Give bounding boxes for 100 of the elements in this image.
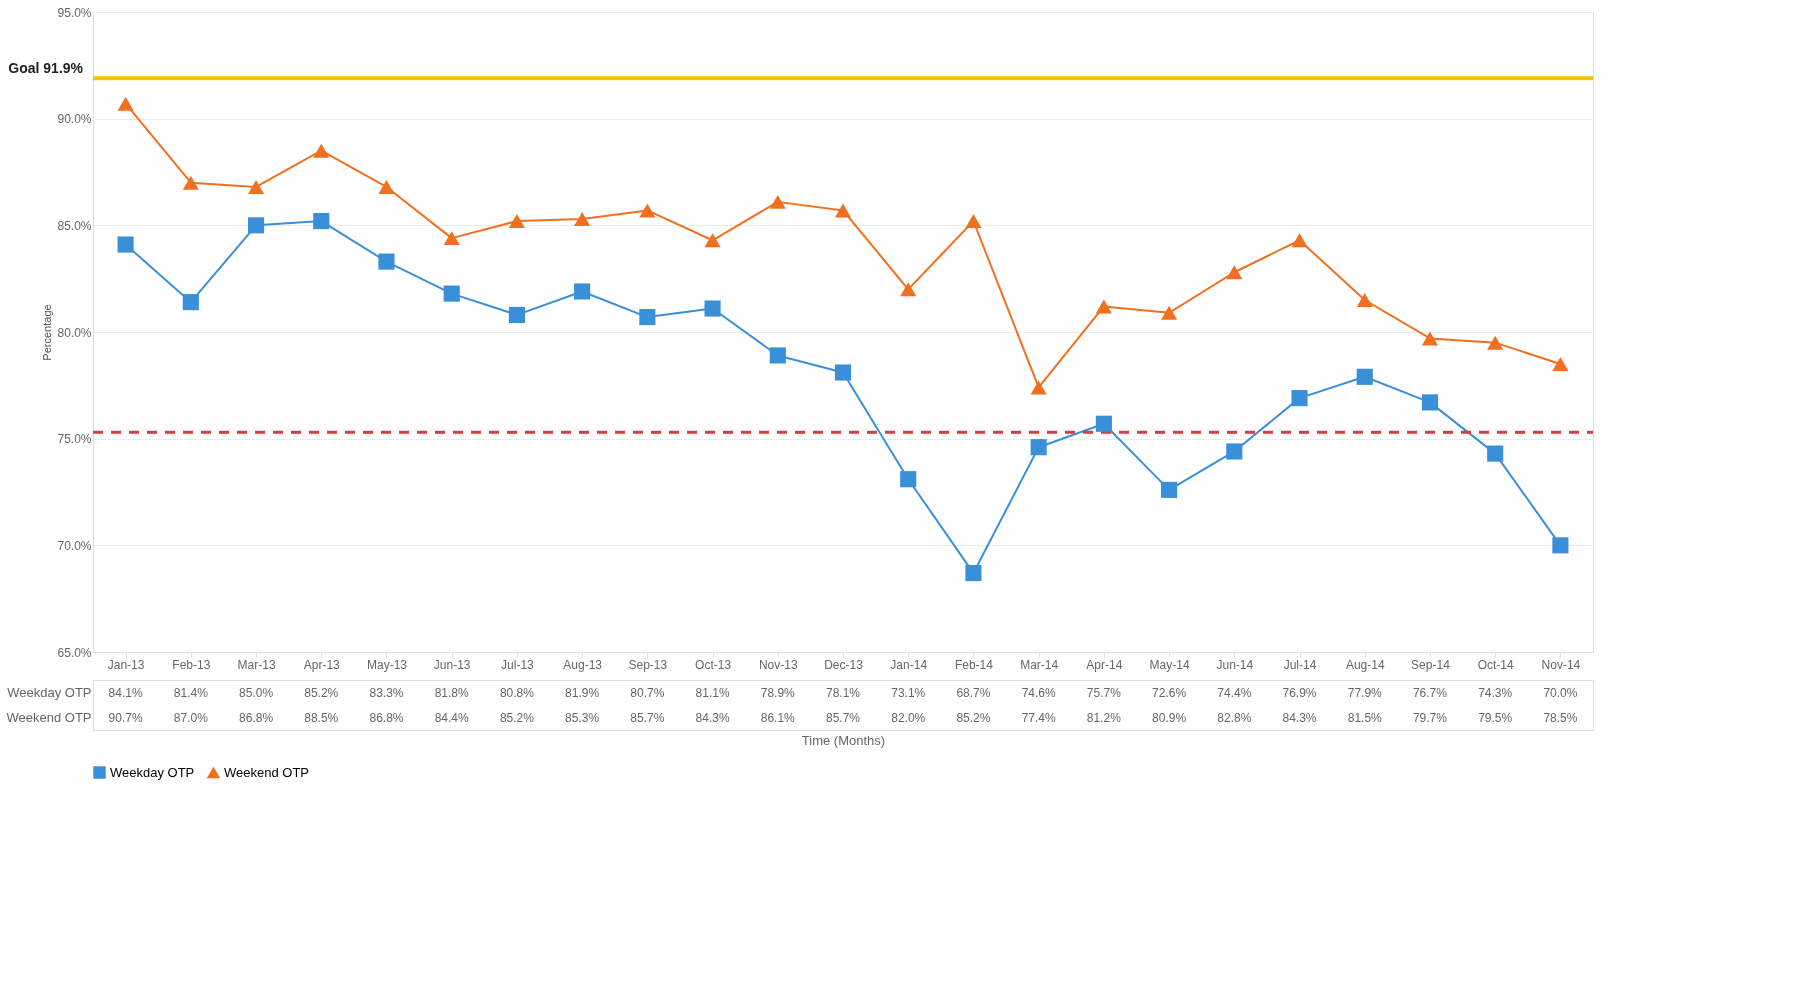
point: [574, 283, 591, 300]
data-label: 85.0%: [239, 685, 274, 700]
data-label: 74.3%: [1478, 685, 1513, 700]
data-label: 90.7%: [108, 710, 143, 725]
y-tick-label: 75.0%: [57, 432, 92, 447]
data-label: 82.0%: [891, 710, 926, 725]
x-tick-label: Jan-13: [107, 657, 145, 672]
data-label: 86.8%: [369, 710, 404, 725]
point: [1226, 443, 1243, 460]
data-label: 78.1%: [825, 685, 861, 700]
data-label: 81.4%: [173, 685, 209, 700]
point: [639, 309, 656, 326]
data-label: 85.2%: [304, 685, 339, 700]
point: [834, 203, 852, 218]
data-label: 81.1%: [695, 685, 730, 700]
data-label: 84.3%: [1282, 710, 1317, 725]
x-tick-label: Mar-13: [237, 657, 276, 672]
point: [247, 217, 265, 234]
point: [182, 175, 199, 190]
data-label: 82.8%: [1217, 710, 1252, 725]
point: [639, 203, 656, 218]
data-label: 74.4%: [1217, 685, 1252, 700]
data-label: 85.7%: [630, 710, 665, 725]
x-tick-label: Jan-14: [890, 657, 928, 672]
point: [1030, 439, 1047, 456]
data-label: 70.0%: [1543, 685, 1578, 700]
data-label: 85.2%: [499, 710, 535, 725]
data-label: 79.7%: [1412, 710, 1448, 725]
x-tick-label: Apr-13: [303, 657, 341, 672]
point: [574, 211, 591, 226]
point: [1161, 481, 1178, 498]
x-tick-label: Feb-14: [954, 657, 994, 672]
x-tick-label: Oct-14: [1477, 657, 1514, 672]
y-tick-label: 65.0%: [57, 645, 92, 660]
data-label: 84.1%: [108, 685, 143, 700]
x-tick-label: Dec-13: [824, 657, 864, 672]
point: [704, 233, 721, 248]
x-tick-label: Nov-14: [1541, 657, 1581, 672]
point: [1095, 415, 1112, 432]
point: [1487, 445, 1504, 462]
data-label: 77.4%: [1021, 710, 1056, 725]
x-tick-label: Oct-13: [695, 657, 732, 672]
data-label: 85.3%: [565, 710, 600, 725]
data-label: 88.5%: [304, 710, 339, 725]
point: [1421, 394, 1439, 411]
point: [900, 471, 917, 488]
point: [1421, 331, 1439, 346]
text: Weekday OTP: [7, 685, 92, 700]
data-label: 77.9%: [1347, 685, 1383, 700]
point: [1161, 305, 1178, 320]
data-label: 86.1%: [760, 710, 796, 725]
point: [182, 294, 199, 311]
point: [1356, 368, 1373, 385]
ref-line-label: Goal 91.9%: [8, 60, 84, 77]
x-tick-label: Aug-13: [563, 657, 603, 672]
x-tick-label: Nov-13: [758, 657, 798, 672]
point: [1552, 537, 1569, 554]
x-tick-label: Jun-14: [1216, 657, 1254, 672]
data-label: 78.5%: [1543, 710, 1578, 725]
point: [443, 231, 460, 246]
point: [117, 96, 134, 111]
y-tick-label: 70.0%: [57, 538, 92, 553]
x-tick-label: Jul-14: [1283, 657, 1317, 672]
data-label: 73.1%: [891, 685, 926, 700]
data-label: 80.7%: [630, 685, 665, 700]
point: [769, 194, 786, 209]
point: [965, 565, 982, 582]
x-tick-label: May-14: [1149, 657, 1190, 672]
legend-label: Weekday OTP: [110, 764, 195, 780]
x-tick-label: Apr-14: [1086, 657, 1123, 672]
data-label: 81.8%: [434, 685, 470, 700]
point: [443, 285, 460, 302]
y-tick-label: 80.0%: [57, 325, 92, 340]
y-tick-label: 85.0%: [57, 218, 92, 233]
x-tick-label: Aug-14: [1345, 657, 1385, 672]
x-tick-label: Sep-13: [628, 657, 668, 672]
data-label: 81.2%: [1086, 710, 1122, 725]
point: [313, 213, 330, 230]
point: [1487, 335, 1504, 350]
y-tick-label: 90.0%: [57, 112, 92, 127]
data-label: 75.7%: [1086, 685, 1122, 700]
point: [1095, 299, 1112, 314]
data-label: 84.4%: [434, 710, 470, 725]
point: [378, 253, 395, 270]
text: Weekend OTP: [6, 710, 92, 725]
data-label: 87.0%: [173, 710, 209, 725]
x-tick-label: Sep-14: [1411, 657, 1451, 672]
y-tick-label: 95.0%: [57, 5, 92, 20]
point: [508, 306, 525, 323]
data-label: 83.3%: [369, 685, 404, 700]
data-label: 74.6%: [1021, 685, 1056, 700]
point: [247, 179, 265, 194]
data-label: 84.3%: [695, 710, 730, 725]
data-label: 86.8%: [239, 710, 274, 725]
point: [769, 347, 786, 364]
data-label: 81.9%: [565, 685, 600, 700]
data-label: 76.9%: [1282, 685, 1317, 700]
data-label: 85.2%: [956, 710, 991, 725]
y-axis-title: Percentage: [41, 304, 54, 361]
point: [1291, 390, 1308, 407]
